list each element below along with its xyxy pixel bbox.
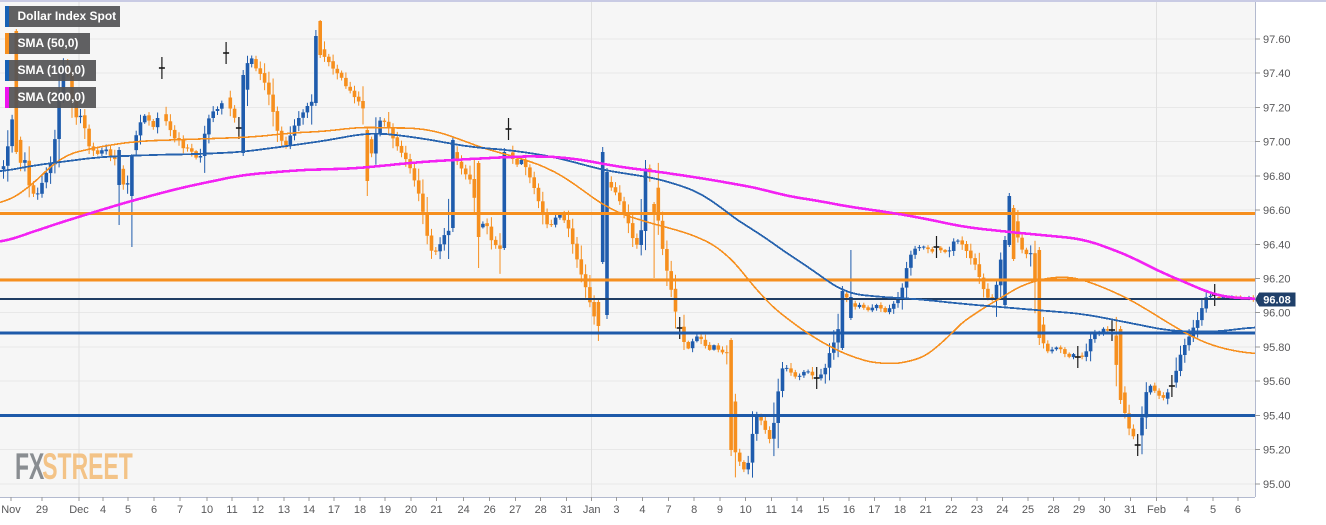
svg-text:5: 5 [125,504,131,516]
svg-text:95.20: 95.20 [1263,445,1291,457]
svg-text:96.80: 96.80 [1263,171,1291,183]
svg-text:23: 23 [971,504,983,516]
svg-text:Feb: Feb [1147,504,1166,516]
svg-text:96.08: 96.08 [1263,295,1291,307]
svg-text:97.20: 97.20 [1263,102,1291,114]
svg-text:96.60: 96.60 [1263,205,1291,217]
svg-text:18: 18 [354,504,366,516]
svg-text:11: 11 [226,504,237,516]
svg-text:5: 5 [1210,504,1216,516]
svg-text:9: 9 [717,504,723,516]
svg-text:31: 31 [1124,504,1136,516]
svg-text:26: 26 [484,504,496,516]
svg-text:Nov: Nov [1,504,21,516]
svg-text:97.60: 97.60 [1263,34,1291,46]
svg-text:30: 30 [1099,504,1111,516]
svg-text:96.20: 96.20 [1263,274,1291,286]
svg-text:STREET: STREET [42,445,133,487]
svg-text:Jan: Jan [583,504,601,516]
svg-text:4: 4 [1184,504,1190,516]
svg-text:95.40: 95.40 [1263,410,1291,422]
svg-text:21: 21 [920,504,932,516]
svg-text:16: 16 [843,504,855,516]
svg-text:4: 4 [639,504,645,516]
svg-text:Dec: Dec [69,504,89,516]
svg-text:29: 29 [36,504,48,516]
svg-text:27: 27 [509,504,521,516]
svg-text:28: 28 [535,504,547,516]
svg-text:13: 13 [278,504,290,516]
svg-text:17: 17 [868,504,880,516]
svg-text:20: 20 [405,504,417,516]
svg-text:10: 10 [739,504,751,516]
svg-text:22: 22 [945,504,957,516]
svg-text:97.00: 97.00 [1263,137,1291,149]
svg-text:7: 7 [177,504,183,516]
svg-text:15: 15 [817,504,829,516]
svg-text:95.80: 95.80 [1263,342,1291,354]
svg-text:8: 8 [691,504,697,516]
svg-text:12: 12 [252,504,264,516]
svg-text:3: 3 [613,504,619,516]
svg-text:19: 19 [379,504,391,516]
svg-text:17: 17 [328,504,340,516]
svg-text:31: 31 [560,504,572,516]
svg-text:10: 10 [201,504,213,516]
svg-text:28: 28 [1047,504,1059,516]
svg-text:96.40: 96.40 [1263,239,1291,251]
svg-text:7: 7 [665,504,671,516]
svg-text:21: 21 [430,504,442,516]
svg-text:6: 6 [151,504,157,516]
svg-text:FX: FX [15,445,45,487]
svg-text:4: 4 [100,504,106,516]
svg-text:24: 24 [996,504,1008,516]
svg-text:6: 6 [1235,504,1241,516]
svg-text:97.40: 97.40 [1263,68,1291,80]
svg-text:14: 14 [303,504,315,516]
svg-text:11: 11 [766,504,777,516]
svg-text:95.00: 95.00 [1263,479,1291,491]
svg-text:24: 24 [457,504,469,516]
svg-text:25: 25 [1022,504,1034,516]
svg-text:96.00: 96.00 [1263,308,1291,320]
svg-text:14: 14 [791,504,803,516]
svg-text:29: 29 [1073,504,1085,516]
svg-text:18: 18 [894,504,906,516]
svg-text:95.60: 95.60 [1263,376,1291,388]
